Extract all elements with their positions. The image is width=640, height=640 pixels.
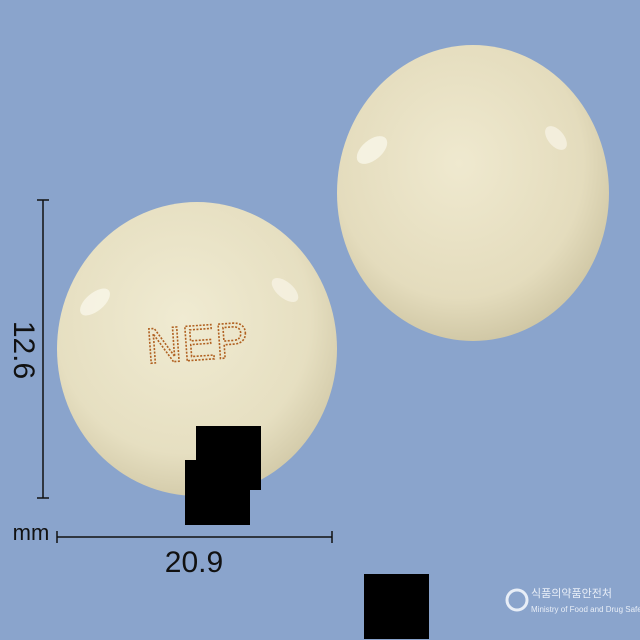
logo-korean: 식품의약품안전처 xyxy=(531,586,612,600)
pill-back xyxy=(337,45,609,341)
pill-front xyxy=(57,202,337,496)
height-label: 12.6 xyxy=(7,321,40,379)
width-dimension xyxy=(56,531,333,543)
redaction xyxy=(185,460,250,525)
highlight xyxy=(271,278,299,302)
width-label: 20.9 xyxy=(165,546,223,579)
highlight xyxy=(545,126,567,150)
logo-english: Ministry of Food and Drug Safety xyxy=(531,605,640,614)
logo: 식품의약품안전처 Ministry of Food and Drug Safet… xyxy=(505,586,640,614)
imprint: NEP xyxy=(144,311,250,374)
highlight xyxy=(80,288,110,316)
unit-label: mm xyxy=(13,520,50,545)
redaction xyxy=(364,574,429,639)
height-dimension xyxy=(37,199,49,499)
highlight xyxy=(356,136,388,164)
